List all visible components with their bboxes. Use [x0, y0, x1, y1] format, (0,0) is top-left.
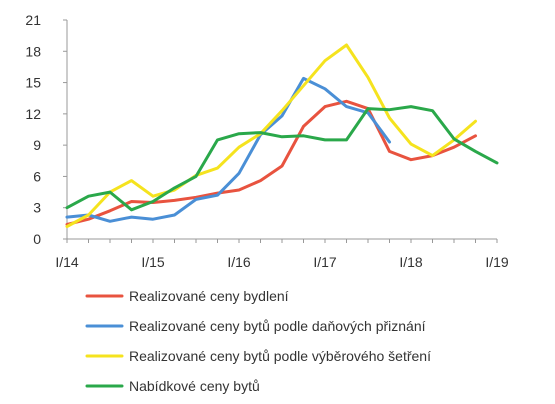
x-tick-label: I/16: [227, 254, 251, 270]
series-line-3: [65, 43, 477, 228]
x-tick-label: I/14: [55, 254, 79, 270]
y-tick-label: 15: [25, 75, 41, 91]
y-tick-label: 21: [25, 12, 41, 28]
y-tick-label: 18: [25, 43, 41, 59]
y-tick-label: 9: [33, 137, 41, 153]
x-tick-label: I/17: [313, 254, 337, 270]
legend-label: Realizované ceny bytů podle výběrového š…: [129, 348, 431, 364]
x-tick-label: I/15: [141, 254, 165, 270]
series-line-4: [65, 105, 499, 212]
legend: Realizované ceny bydlení Realizované ceny…: [85, 288, 431, 394]
series-line-1: [65, 99, 477, 226]
legend-label: Realizované ceny bytů podle daňových při…: [129, 318, 426, 334]
legend-item: Realizované ceny bydlení: [85, 288, 289, 304]
legend-label: Realizované ceny bydlení: [129, 288, 289, 304]
x-tick-label: I/18: [399, 254, 423, 270]
legend-item: Realizované ceny bytů podle daňových při…: [85, 318, 426, 334]
y-tick-label: 3: [33, 200, 41, 216]
series-layer: [65, 43, 499, 228]
legend-item: Realizované ceny bytů podle výběrového š…: [85, 348, 431, 364]
y-axis: 0 3 6 9 12 15 18 21: [25, 12, 68, 247]
y-tick-label: 12: [25, 106, 41, 122]
y-tick-label: 6: [33, 168, 41, 184]
series-line-2: [65, 76, 391, 223]
legend-label: Nabídkové ceny bytů: [129, 378, 260, 394]
y-tick-label: 0: [33, 231, 41, 247]
legend-item: Nabídkové ceny bytů: [85, 378, 260, 394]
x-tick-label: I/19: [485, 254, 509, 270]
x-axis: I/14 I/15 I/16 I/17 I/18 I/19: [55, 238, 509, 270]
